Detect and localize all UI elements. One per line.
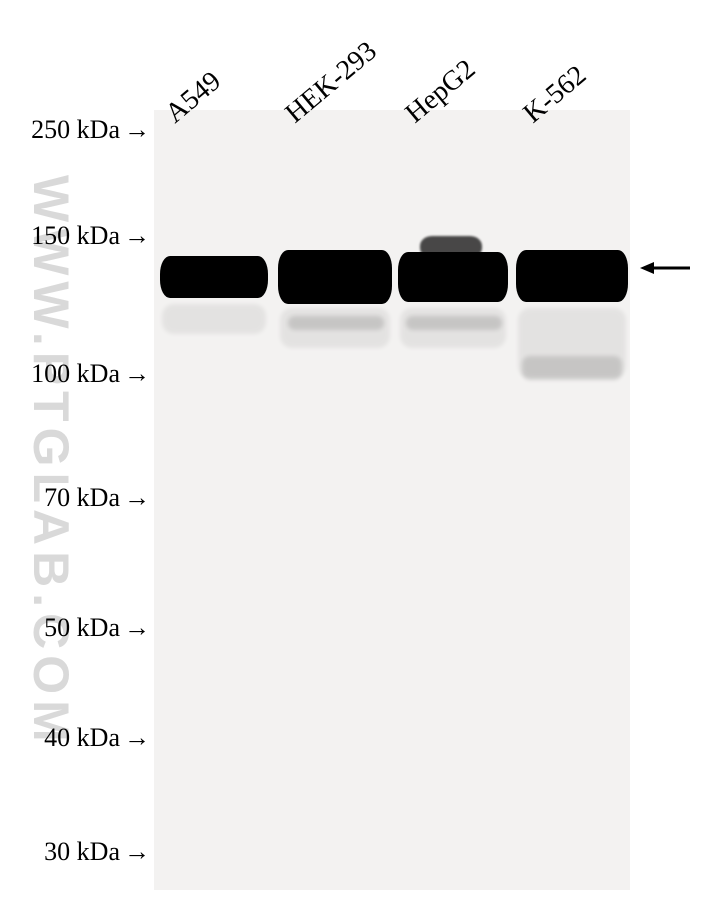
arrow-right-icon: → [124, 361, 150, 387]
protein-band [398, 252, 508, 302]
mw-marker-0: 250 kDa→ [31, 115, 150, 145]
mw-marker-label: 50 kDa [44, 613, 120, 642]
protein-band [160, 256, 268, 298]
mw-marker-2: 100 kDa→ [31, 359, 150, 389]
band-indicator-arrow [640, 258, 690, 278]
band-smear [162, 304, 266, 334]
protein-band [420, 236, 482, 258]
mw-marker-3: 70 kDa→ [44, 483, 150, 513]
band-faint [522, 356, 622, 380]
mw-marker-label: 100 kDa [31, 359, 120, 388]
watermark-text: WWW.PTGLAB.COM [22, 175, 80, 748]
mw-marker-label: 250 kDa [31, 115, 120, 144]
arrow-right-icon: → [124, 839, 150, 865]
mw-marker-4: 50 kDa→ [44, 613, 150, 643]
protein-band [278, 250, 392, 304]
arrow-right-icon: → [124, 223, 150, 249]
arrow-right-icon: → [124, 615, 150, 641]
protein-band [516, 250, 628, 302]
arrow-left-icon [640, 258, 690, 278]
mw-marker-label: 70 kDa [44, 483, 120, 512]
mw-marker-label: 40 kDa [44, 723, 120, 752]
mw-marker-label: 150 kDa [31, 221, 120, 250]
mw-marker-1: 150 kDa→ [31, 221, 150, 251]
mw-marker-6: 30 kDa→ [44, 837, 150, 867]
mw-marker-5: 40 kDa→ [44, 723, 150, 753]
western-blot-figure: WWW.PTGLAB.COM A549 HEK-293 HepG2 K-562 … [0, 0, 715, 903]
blot-membrane [154, 110, 630, 890]
band-faint [288, 316, 384, 330]
arrow-right-icon: → [124, 725, 150, 751]
arrow-right-icon: → [124, 485, 150, 511]
band-faint [406, 316, 502, 330]
mw-marker-label: 30 kDa [44, 837, 120, 866]
arrow-right-icon: → [124, 117, 150, 143]
